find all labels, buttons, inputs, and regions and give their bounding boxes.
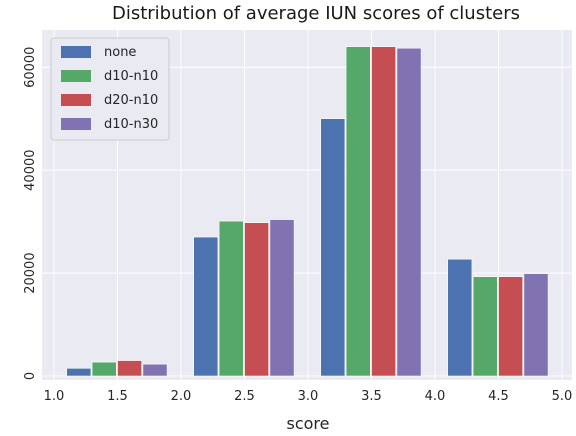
bar-d20-n10 [244, 222, 270, 377]
bar-d10-n10 [91, 361, 117, 377]
legend-swatch-d10-n10 [61, 70, 91, 82]
legend-label-d10-n30: d10-n30 [104, 117, 158, 132]
bar-none [447, 258, 473, 377]
y-tick-label: 0 [23, 372, 38, 380]
bar-d10-n10 [472, 276, 498, 377]
legend-label-d20-n10: d20-n10 [104, 93, 158, 108]
bar-none [320, 118, 346, 377]
x-tick-label: 3.5 [361, 389, 382, 404]
x-tick-label: 2.0 [171, 389, 192, 404]
x-tick-label: 4.5 [488, 389, 509, 404]
y-axis-ticks: 0 20000 40000 60000 [23, 47, 38, 381]
bar-d10-n30 [523, 273, 549, 377]
legend-swatch-d20-n10 [61, 94, 91, 106]
bar-d10-n30 [142, 363, 168, 377]
y-tick-label: 40000 [23, 149, 38, 190]
legend-swatch-none [61, 46, 91, 58]
legend-label-none: none [104, 45, 136, 60]
legend: none d10-n10 d20-n10 d10-n30 [50, 37, 170, 141]
bar-d20-n10 [371, 46, 397, 377]
bar-d10-n30 [396, 47, 422, 377]
x-tick-label: 2.5 [234, 389, 255, 404]
legend-box [50, 37, 170, 141]
legend-swatch-d10-n30 [61, 118, 91, 130]
bar-d10-n10 [345, 46, 371, 377]
x-tick-label: 1.5 [107, 389, 128, 404]
chart-title: Distribution of average IUN scores of cl… [112, 3, 520, 24]
x-axis-label: score [287, 414, 330, 433]
bar-none [66, 367, 92, 377]
bar-d10-n30 [269, 219, 295, 377]
bars [66, 46, 549, 377]
x-tick-label: 3.0 [298, 389, 319, 404]
x-tick-label: 4.0 [425, 389, 446, 404]
bar-d10-n10 [218, 220, 244, 377]
bar-d20-n10 [117, 360, 143, 377]
y-tick-label: 60000 [23, 47, 38, 88]
legend-label-d10-n10: d10-n10 [104, 69, 158, 84]
bar-d20-n10 [498, 276, 524, 377]
x-tick-label: 5.0 [552, 389, 573, 404]
y-tick-label: 20000 [23, 252, 38, 293]
x-tick-label: 1.0 [44, 389, 65, 404]
x-axis-ticks: 1.0 1.5 2.0 2.5 3.0 3.5 4.0 4.5 5.0 [44, 389, 573, 404]
bar-none [193, 236, 219, 377]
